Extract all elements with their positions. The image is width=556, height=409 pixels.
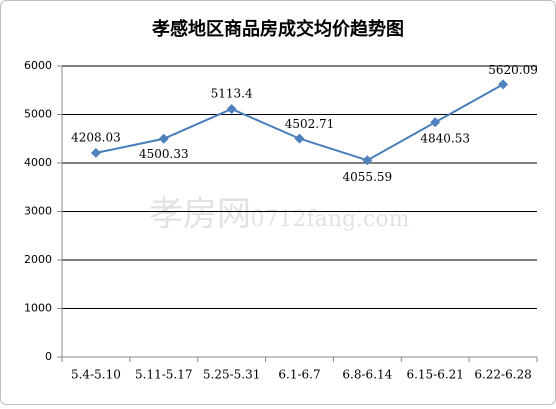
point [226, 104, 237, 115]
x-tick-label: 6.22-6.28 [474, 368, 532, 382]
data-label: 5620.09 [488, 63, 538, 77]
watermark: 孝房网 [149, 195, 251, 235]
data-label: 4055.59 [343, 170, 393, 184]
point [294, 133, 305, 144]
chart-title: 孝感地区商品房成交均价趋势图 [151, 18, 404, 40]
x-tick-label: 5.4-5.10 [71, 368, 121, 382]
point [158, 133, 169, 144]
data-label: 5113.4 [211, 87, 253, 101]
point [430, 117, 441, 128]
y-tick-label: 5000 [24, 108, 52, 121]
data-label: 4840.53 [420, 132, 470, 146]
x-tick-label: 6.15-6.21 [406, 368, 464, 382]
x-tick-label: 5.11-5.17 [135, 368, 193, 382]
point [90, 147, 101, 158]
x-tick-label: 5.25-5.31 [203, 368, 261, 382]
watermark: 0712fang.com [251, 207, 410, 232]
y-tick-label: 2000 [24, 253, 52, 266]
data-label: 4502.71 [285, 117, 335, 131]
data-label: 4500.33 [139, 147, 189, 161]
x-tick-label: 6.1-6.7 [278, 368, 320, 382]
y-tick-label: 4000 [24, 156, 52, 169]
y-tick-label: 1000 [24, 302, 52, 315]
data-label: 4208.03 [71, 130, 121, 144]
point [362, 155, 373, 166]
y-tick-label: 6000 [24, 59, 52, 72]
x-tick-label: 6.8-6.14 [342, 368, 392, 382]
y-tick-label: 3000 [24, 205, 52, 218]
point [498, 79, 509, 90]
y-tick-label: 0 [45, 350, 52, 363]
